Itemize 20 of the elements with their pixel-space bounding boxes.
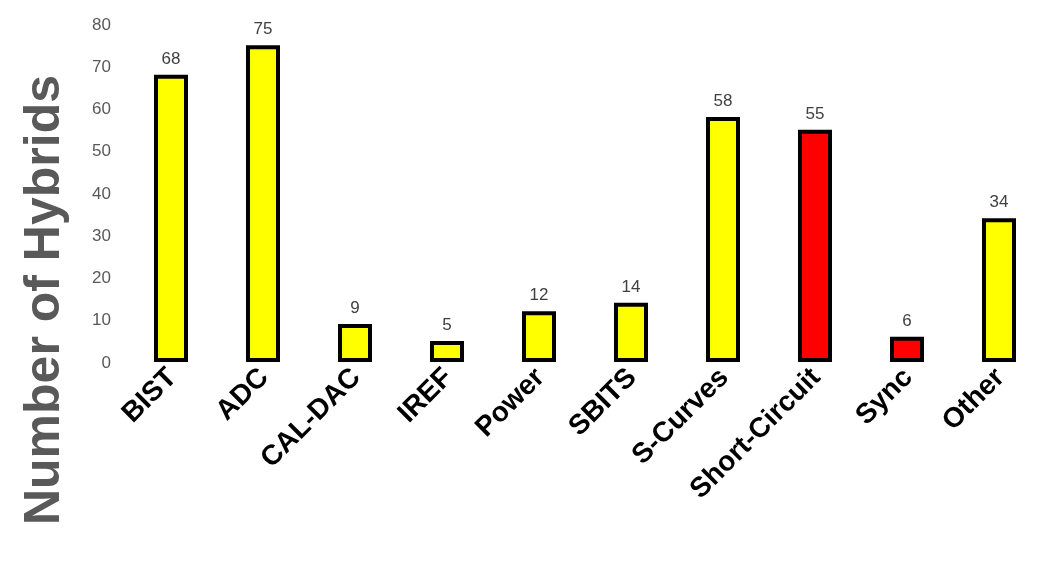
data-label: 14 bbox=[621, 276, 641, 296]
y-tick-label: 70 bbox=[92, 56, 111, 76]
y-tick-label: 40 bbox=[92, 183, 111, 203]
y-tick-label: 0 bbox=[101, 352, 111, 372]
y-tick-label: 30 bbox=[92, 225, 111, 245]
data-label: 6 bbox=[902, 310, 912, 330]
y-tick-label: 10 bbox=[92, 310, 111, 330]
data-label: 34 bbox=[989, 192, 1009, 212]
y-axis-title: Number of Hybrids bbox=[14, 74, 70, 526]
data-label: 75 bbox=[253, 19, 273, 39]
data-label: 55 bbox=[805, 103, 825, 123]
data-label: 12 bbox=[529, 285, 549, 305]
y-tick-label: 50 bbox=[92, 141, 111, 161]
data-label: 5 bbox=[442, 314, 452, 334]
y-tick-label: 60 bbox=[92, 99, 111, 118]
data-label: 9 bbox=[350, 297, 360, 317]
y-tick-label: 80 bbox=[92, 14, 111, 34]
y-tick-label: 20 bbox=[92, 268, 111, 287]
data-label: 68 bbox=[161, 48, 181, 68]
data-label: 58 bbox=[713, 90, 733, 110]
